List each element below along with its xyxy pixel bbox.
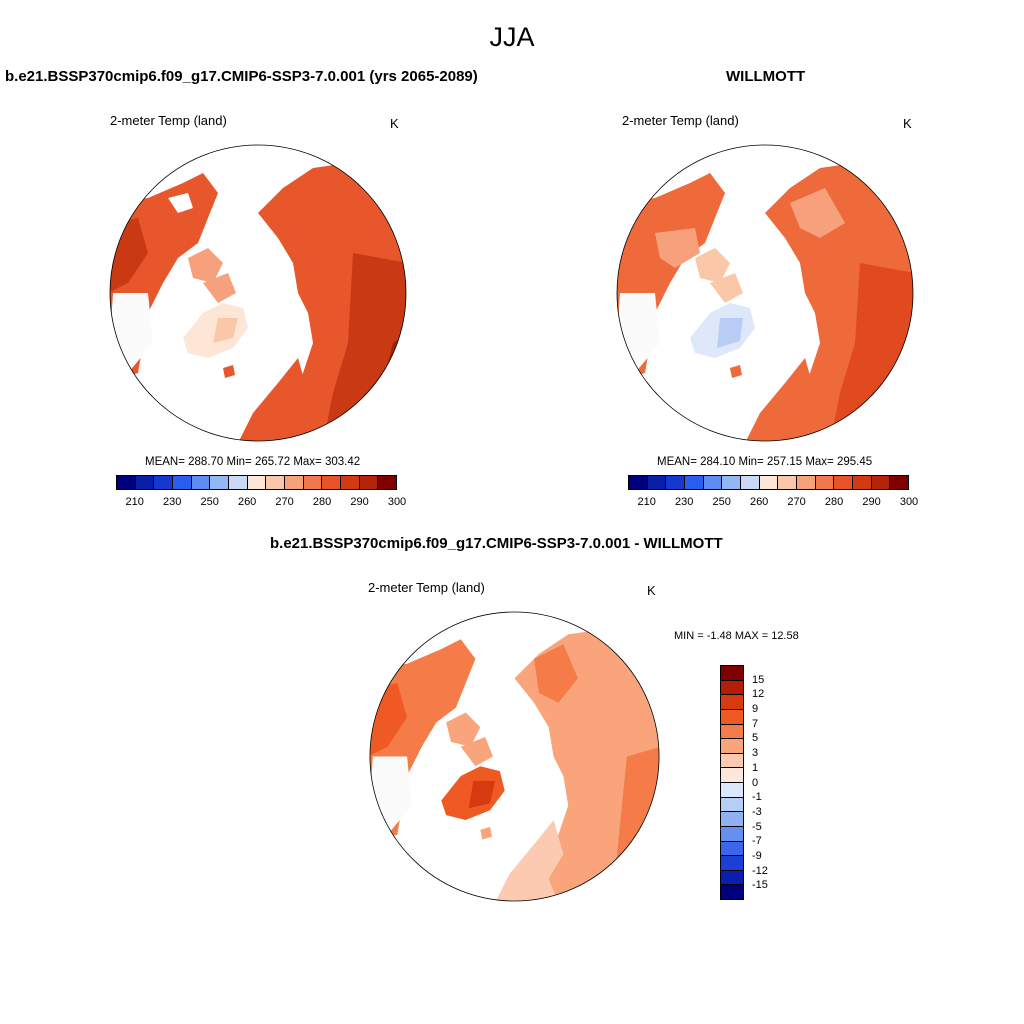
colorbar-box [834, 476, 854, 489]
diff-panel-title: b.e21.BSSP370cmip6.f09_g17.CMIP6-SSP3-7.… [270, 535, 723, 552]
colorbar-tick-label: 300 [387, 496, 407, 508]
colorbar-box [629, 476, 648, 489]
colorbar-tick-label: 260 [237, 496, 257, 508]
colorbar-box [741, 476, 760, 489]
diff-min-max: MIN = -1.48 MAX = 12.58 [674, 630, 799, 642]
colorbar-tick-label: 210 [125, 496, 144, 508]
model-panel-title: b.e21.BSSP370cmip6.f09_g17.CMIP6-SSP3-7.… [5, 68, 478, 85]
colorbar-tick-label: 3 [752, 747, 759, 760]
colorbar-box [759, 476, 779, 489]
colorbar-box [685, 476, 704, 489]
colorbar-tick-label: -1 [752, 791, 762, 804]
colorbar-tick-label: 12 [752, 688, 765, 701]
colorbar-tick-label: 5 [752, 732, 759, 745]
obs-polar-map [616, 144, 914, 442]
colorbar-box [721, 797, 743, 813]
model-stats: MEAN= 288.70 Min= 265.72 Max= 303.42 [145, 456, 361, 468]
colorbar-box [871, 476, 891, 489]
colorbar-tick-label: 0 [752, 776, 759, 789]
colorbar-box [778, 476, 798, 489]
colorbar-box [721, 856, 743, 871]
colorbar-tick-label: 280 [312, 496, 332, 508]
colorbar-box [266, 476, 286, 489]
colorbar-box [285, 476, 304, 489]
colorbar-tick-label: 280 [824, 496, 844, 508]
diff-polar-map [369, 611, 660, 902]
colorbar-box [815, 476, 835, 489]
colorbar-box [359, 476, 379, 489]
colorbar-tick-label: 1 [752, 761, 759, 774]
colorbar-box [721, 680, 743, 696]
model-polar-map [109, 144, 407, 442]
colorbar-tick-label: 230 [675, 496, 694, 508]
colorbar-tick-label: 260 [749, 496, 769, 508]
colorbar-box [721, 826, 743, 842]
colorbar-tick-label: 15 [752, 673, 765, 686]
colorbar-box [721, 768, 743, 783]
colorbar-box [247, 476, 267, 489]
colorbar-box [721, 783, 743, 798]
colorbar-box [647, 476, 667, 489]
colorbar-box [721, 709, 743, 725]
colorbar-box [721, 753, 743, 769]
colorbar-tick-label: 270 [787, 496, 806, 508]
colorbar-tick-label: 210 [637, 496, 656, 508]
colorbar-tick-label: 9 [752, 703, 759, 716]
colorbar-box [229, 476, 248, 489]
colorbar-tick-label: -5 [752, 820, 762, 833]
diff-colorbar [720, 665, 744, 900]
colorbar-tick-label: 250 [200, 496, 219, 508]
obs-units-label: K [903, 116, 912, 131]
colorbar-box [341, 476, 360, 489]
colorbar-box [890, 476, 909, 489]
main-title: JJA [489, 22, 535, 52]
colorbar-box [303, 476, 323, 489]
colorbar-box [322, 476, 342, 489]
obs-variable-label: 2-meter Temp (land) [622, 113, 739, 128]
colorbar-box [703, 476, 723, 489]
colorbar-box [721, 666, 743, 681]
obs-stats: MEAN= 284.10 Min= 257.15 Max= 295.45 [657, 456, 873, 468]
colorbar-box [721, 885, 743, 899]
colorbar-box [173, 476, 192, 489]
colorbar-box [721, 724, 743, 740]
diff-variable-label: 2-meter Temp (land) [368, 580, 485, 595]
colorbar-tick-label: -15 [752, 879, 768, 892]
colorbar-box [721, 739, 743, 754]
model-colorbar [116, 475, 397, 490]
colorbar-tick-label: -12 [752, 864, 768, 877]
colorbar-box [154, 476, 174, 489]
colorbar-tick-label: 7 [752, 717, 759, 730]
colorbar-box [666, 476, 686, 489]
colorbar-box [117, 476, 136, 489]
model-variable-label: 2-meter Temp (land) [110, 113, 227, 128]
colorbar-box [135, 476, 155, 489]
colorbar-tick-label: 230 [163, 496, 182, 508]
colorbar-tick-label: -3 [752, 805, 762, 818]
colorbar-tick-label: 250 [712, 496, 731, 508]
colorbar-box [853, 476, 872, 489]
diff-units-label: K [647, 583, 656, 598]
obs-colorbar [628, 475, 909, 490]
colorbar-tick-label: 290 [862, 496, 881, 508]
colorbar-box [210, 476, 230, 489]
colorbar-box [378, 476, 397, 489]
colorbar-box [721, 812, 743, 827]
colorbar-tick-label: 290 [350, 496, 369, 508]
colorbar-box [721, 841, 743, 857]
colorbar-tick-label: -7 [752, 835, 762, 848]
obs-panel-title: WILLMOTT [726, 68, 806, 85]
colorbar-box [797, 476, 816, 489]
colorbar-box [721, 870, 743, 886]
colorbar-box [721, 695, 743, 710]
colorbar-tick-label: 300 [899, 496, 919, 508]
model-units-label: K [390, 116, 399, 131]
colorbar-box [722, 476, 742, 489]
colorbar-box [191, 476, 211, 489]
colorbar-tick-label: 270 [275, 496, 294, 508]
colorbar-tick-label: -9 [752, 849, 762, 862]
